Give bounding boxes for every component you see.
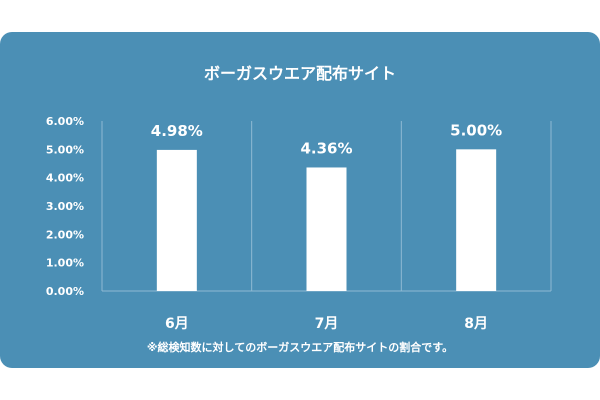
data-label: 4.98% <box>151 122 203 140</box>
axis-layer: 0.00% 1.00% 2.00% 3.00% 4.00% 5.00% 6.00% <box>46 115 552 298</box>
bar-2 <box>306 167 347 291</box>
y-tick-label: 6.00% <box>46 115 84 128</box>
bar-3 <box>456 149 497 291</box>
data-label: 5.00% <box>450 121 502 139</box>
y-tick-label: 5.00% <box>46 143 84 156</box>
y-tick-label: 1.00% <box>46 257 84 270</box>
data-label: 4.36% <box>300 139 352 157</box>
category-label: 6月 <box>165 316 189 332</box>
category-label: 8月 <box>464 316 488 332</box>
y-tick-label: 4.00% <box>46 172 84 185</box>
bar-layer: 4.98% 6月 4.36% 7月 5.00% 8月 <box>151 121 502 332</box>
category-label: 7月 <box>315 316 339 332</box>
y-tick-label: 0.00% <box>46 285 84 298</box>
y-tick-label: 3.00% <box>46 200 84 213</box>
chart-card <box>0 32 600 368</box>
bar-1 <box>156 149 197 291</box>
chart-footnote: ※総検知数に対してのボーガスウエア配布サイトの割合です。 <box>147 340 453 354</box>
chart-title: ボーガスウエア配布サイト <box>204 64 396 83</box>
y-tick-label: 2.00% <box>46 228 84 241</box>
